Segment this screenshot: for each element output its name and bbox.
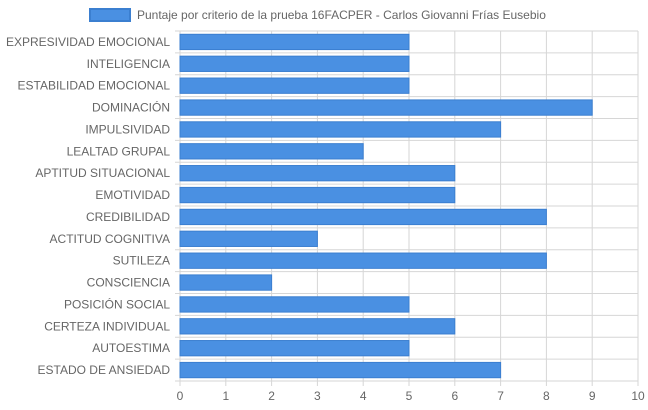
bar[interactable] bbox=[179, 165, 456, 182]
x-tick-label: 1 bbox=[222, 389, 229, 403]
legend[interactable]: Puntaje por criterio de la prueba 16FACP… bbox=[89, 8, 546, 22]
y-tick-label: ACTITUD COGNITIVA bbox=[50, 232, 170, 246]
y-tick-label: LEALTAD GRUPAL bbox=[67, 144, 171, 158]
x-axis-labels: 0 1 2 3 4 5 6 7 8 9 10 bbox=[177, 389, 645, 403]
bar[interactable] bbox=[179, 186, 456, 204]
y-tick-label: CONSCIENCIA bbox=[87, 276, 170, 290]
x-tick-label: 4 bbox=[360, 389, 367, 403]
bar[interactable] bbox=[179, 77, 410, 94]
y-tick-label: EXPRESIVIDAD EMOCIONAL bbox=[6, 35, 170, 49]
y-tick-label: CREDIBILIDAD bbox=[86, 210, 170, 224]
x-tick-label: 8 bbox=[543, 389, 550, 403]
x-tick-label: 9 bbox=[589, 389, 596, 403]
bar[interactable] bbox=[179, 340, 410, 357]
bar[interactable] bbox=[179, 361, 502, 379]
y-tick-label: ESTADO DE ANSIEDAD bbox=[38, 363, 171, 377]
x-tick-label: 2 bbox=[268, 389, 275, 403]
x-tick-label: 3 bbox=[314, 389, 321, 403]
x-tick-label: 10 bbox=[631, 389, 645, 403]
x-tick-label: 5 bbox=[406, 389, 413, 403]
y-tick-label: EMOTIVIDAD bbox=[95, 188, 170, 202]
bar[interactable] bbox=[179, 33, 410, 51]
y-axis-labels: EXPRESIVIDAD EMOCIONAL INTELIGENCIA ESTABI… bbox=[6, 35, 170, 377]
y-tick-label: SUTILEZA bbox=[113, 254, 170, 268]
bar[interactable] bbox=[179, 99, 593, 116]
y-tick-label: POSICIÓN SOCIAL bbox=[64, 296, 170, 311]
y-tick-label: DOMINACIÓN bbox=[92, 100, 170, 115]
y-tick-label: IMPULSIVIDAD bbox=[85, 122, 170, 136]
bar[interactable] bbox=[179, 296, 410, 313]
bar[interactable] bbox=[179, 143, 364, 160]
y-tick-label: CERTEZA INDIVIDUAL bbox=[44, 319, 170, 333]
x-tick-label: 6 bbox=[451, 389, 458, 403]
y-tick-label: AUTOESTIMA bbox=[92, 341, 170, 355]
bar[interactable] bbox=[179, 230, 318, 247]
x-tick-label: 0 bbox=[177, 389, 184, 403]
bar[interactable] bbox=[179, 55, 410, 72]
y-tick-label: ESTABILIDAD EMOCIONAL bbox=[18, 79, 171, 93]
bar[interactable] bbox=[179, 318, 456, 335]
bar[interactable] bbox=[179, 121, 502, 138]
legend-swatch bbox=[89, 8, 131, 22]
bar[interactable] bbox=[179, 252, 547, 269]
x-tick-label: 7 bbox=[497, 389, 504, 403]
bar[interactable] bbox=[179, 208, 547, 226]
bar[interactable] bbox=[179, 274, 273, 291]
y-tick-label: APTITUD SITUACIONAL bbox=[35, 166, 170, 180]
legend-label: Puntaje por criterio de la prueba 16FACP… bbox=[137, 8, 546, 22]
y-tick-label: INTELIGENCIA bbox=[87, 57, 170, 71]
bars bbox=[179, 33, 593, 379]
